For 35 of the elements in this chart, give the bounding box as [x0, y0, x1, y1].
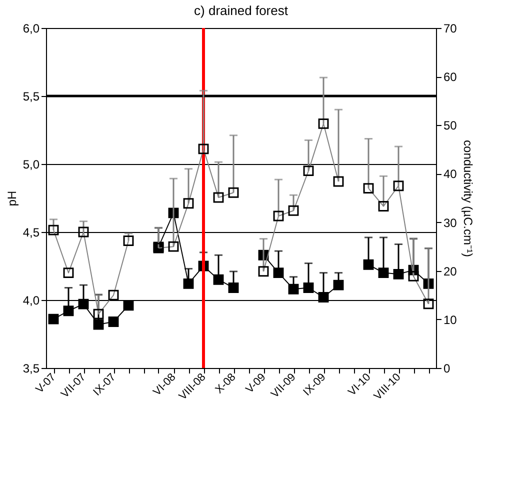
point: [288, 284, 299, 294]
point: [123, 300, 134, 311]
y2-tick-label: 70: [444, 22, 458, 36]
point: [108, 316, 119, 327]
y2-tick-label: 60: [444, 70, 458, 84]
point: [393, 268, 404, 280]
y2-tick-label: 40: [444, 167, 458, 182]
point: [228, 282, 239, 293]
y-tick-label: 3,5: [22, 362, 40, 376]
point: [318, 292, 329, 302]
y-tick-label: 6,0: [22, 22, 40, 36]
point: [183, 278, 194, 289]
y-tick-label: 5,5: [22, 90, 40, 104]
point: [273, 268, 284, 278]
point: [63, 306, 74, 316]
x-tick-label: V-09: [244, 371, 268, 396]
y-tick-label: 4,0: [22, 294, 40, 308]
y2-tick-label: 20: [444, 264, 458, 278]
chart-title: c) drained forest: [194, 3, 288, 18]
point: [93, 319, 104, 330]
point: [363, 259, 374, 270]
y2-tick-label: 10: [444, 312, 458, 327]
y2-tick-label: 30: [444, 216, 458, 230]
point: [213, 274, 224, 285]
y2-tick-label: 50: [444, 118, 458, 133]
y2-tick-label: 0: [444, 362, 450, 376]
point: [303, 282, 314, 293]
point: [378, 268, 389, 278]
y-tick-label: 5,0: [22, 158, 40, 172]
y2-axis-title: conductivity (µC.cm⁻¹): [460, 140, 475, 257]
point: [78, 298, 89, 310]
y-tick-label: 4,5: [22, 226, 40, 240]
point: [48, 314, 59, 324]
point: [333, 280, 344, 290]
y-axis-title: pH: [4, 190, 19, 206]
